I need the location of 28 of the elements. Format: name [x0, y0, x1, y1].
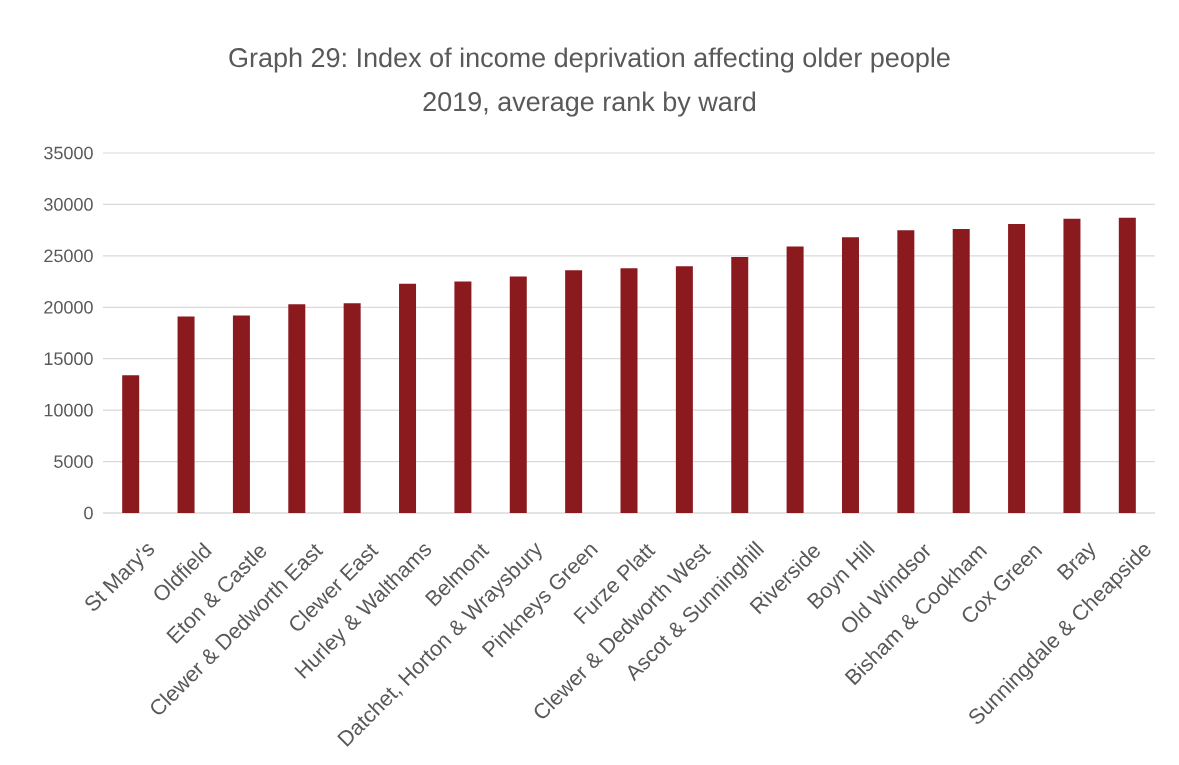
bar: [177, 316, 195, 513]
bar: [509, 276, 527, 513]
bar: [399, 283, 417, 513]
bar: [675, 266, 693, 513]
y-tick-label: 20000: [44, 300, 93, 314]
y-tick-label: 35000: [44, 146, 93, 160]
bar: [1118, 217, 1136, 513]
y-tick-label: 0: [84, 506, 93, 520]
bar: [952, 229, 970, 513]
y-tick-label: 25000: [44, 249, 93, 263]
bar: [343, 303, 361, 513]
bar: [454, 281, 472, 513]
chart-title: Graph 29: Index of income deprivation affecting older people 2019, average rank by ward: [229, 47, 950, 117]
bar: [786, 246, 804, 513]
bar: [232, 315, 250, 513]
y-tick-label: 15000: [44, 352, 93, 366]
bar: [288, 304, 306, 513]
bar: [620, 268, 638, 513]
bar: [1008, 223, 1026, 513]
bar: [122, 375, 140, 513]
y-tick-label: 10000: [44, 403, 93, 417]
bar: [841, 237, 859, 513]
bar: [731, 256, 749, 513]
bar: [1063, 218, 1081, 513]
bar: [565, 270, 583, 513]
y-tick-label: 5000: [54, 455, 93, 468]
bar: [897, 230, 915, 513]
y-tick-label: 30000: [44, 198, 93, 211]
